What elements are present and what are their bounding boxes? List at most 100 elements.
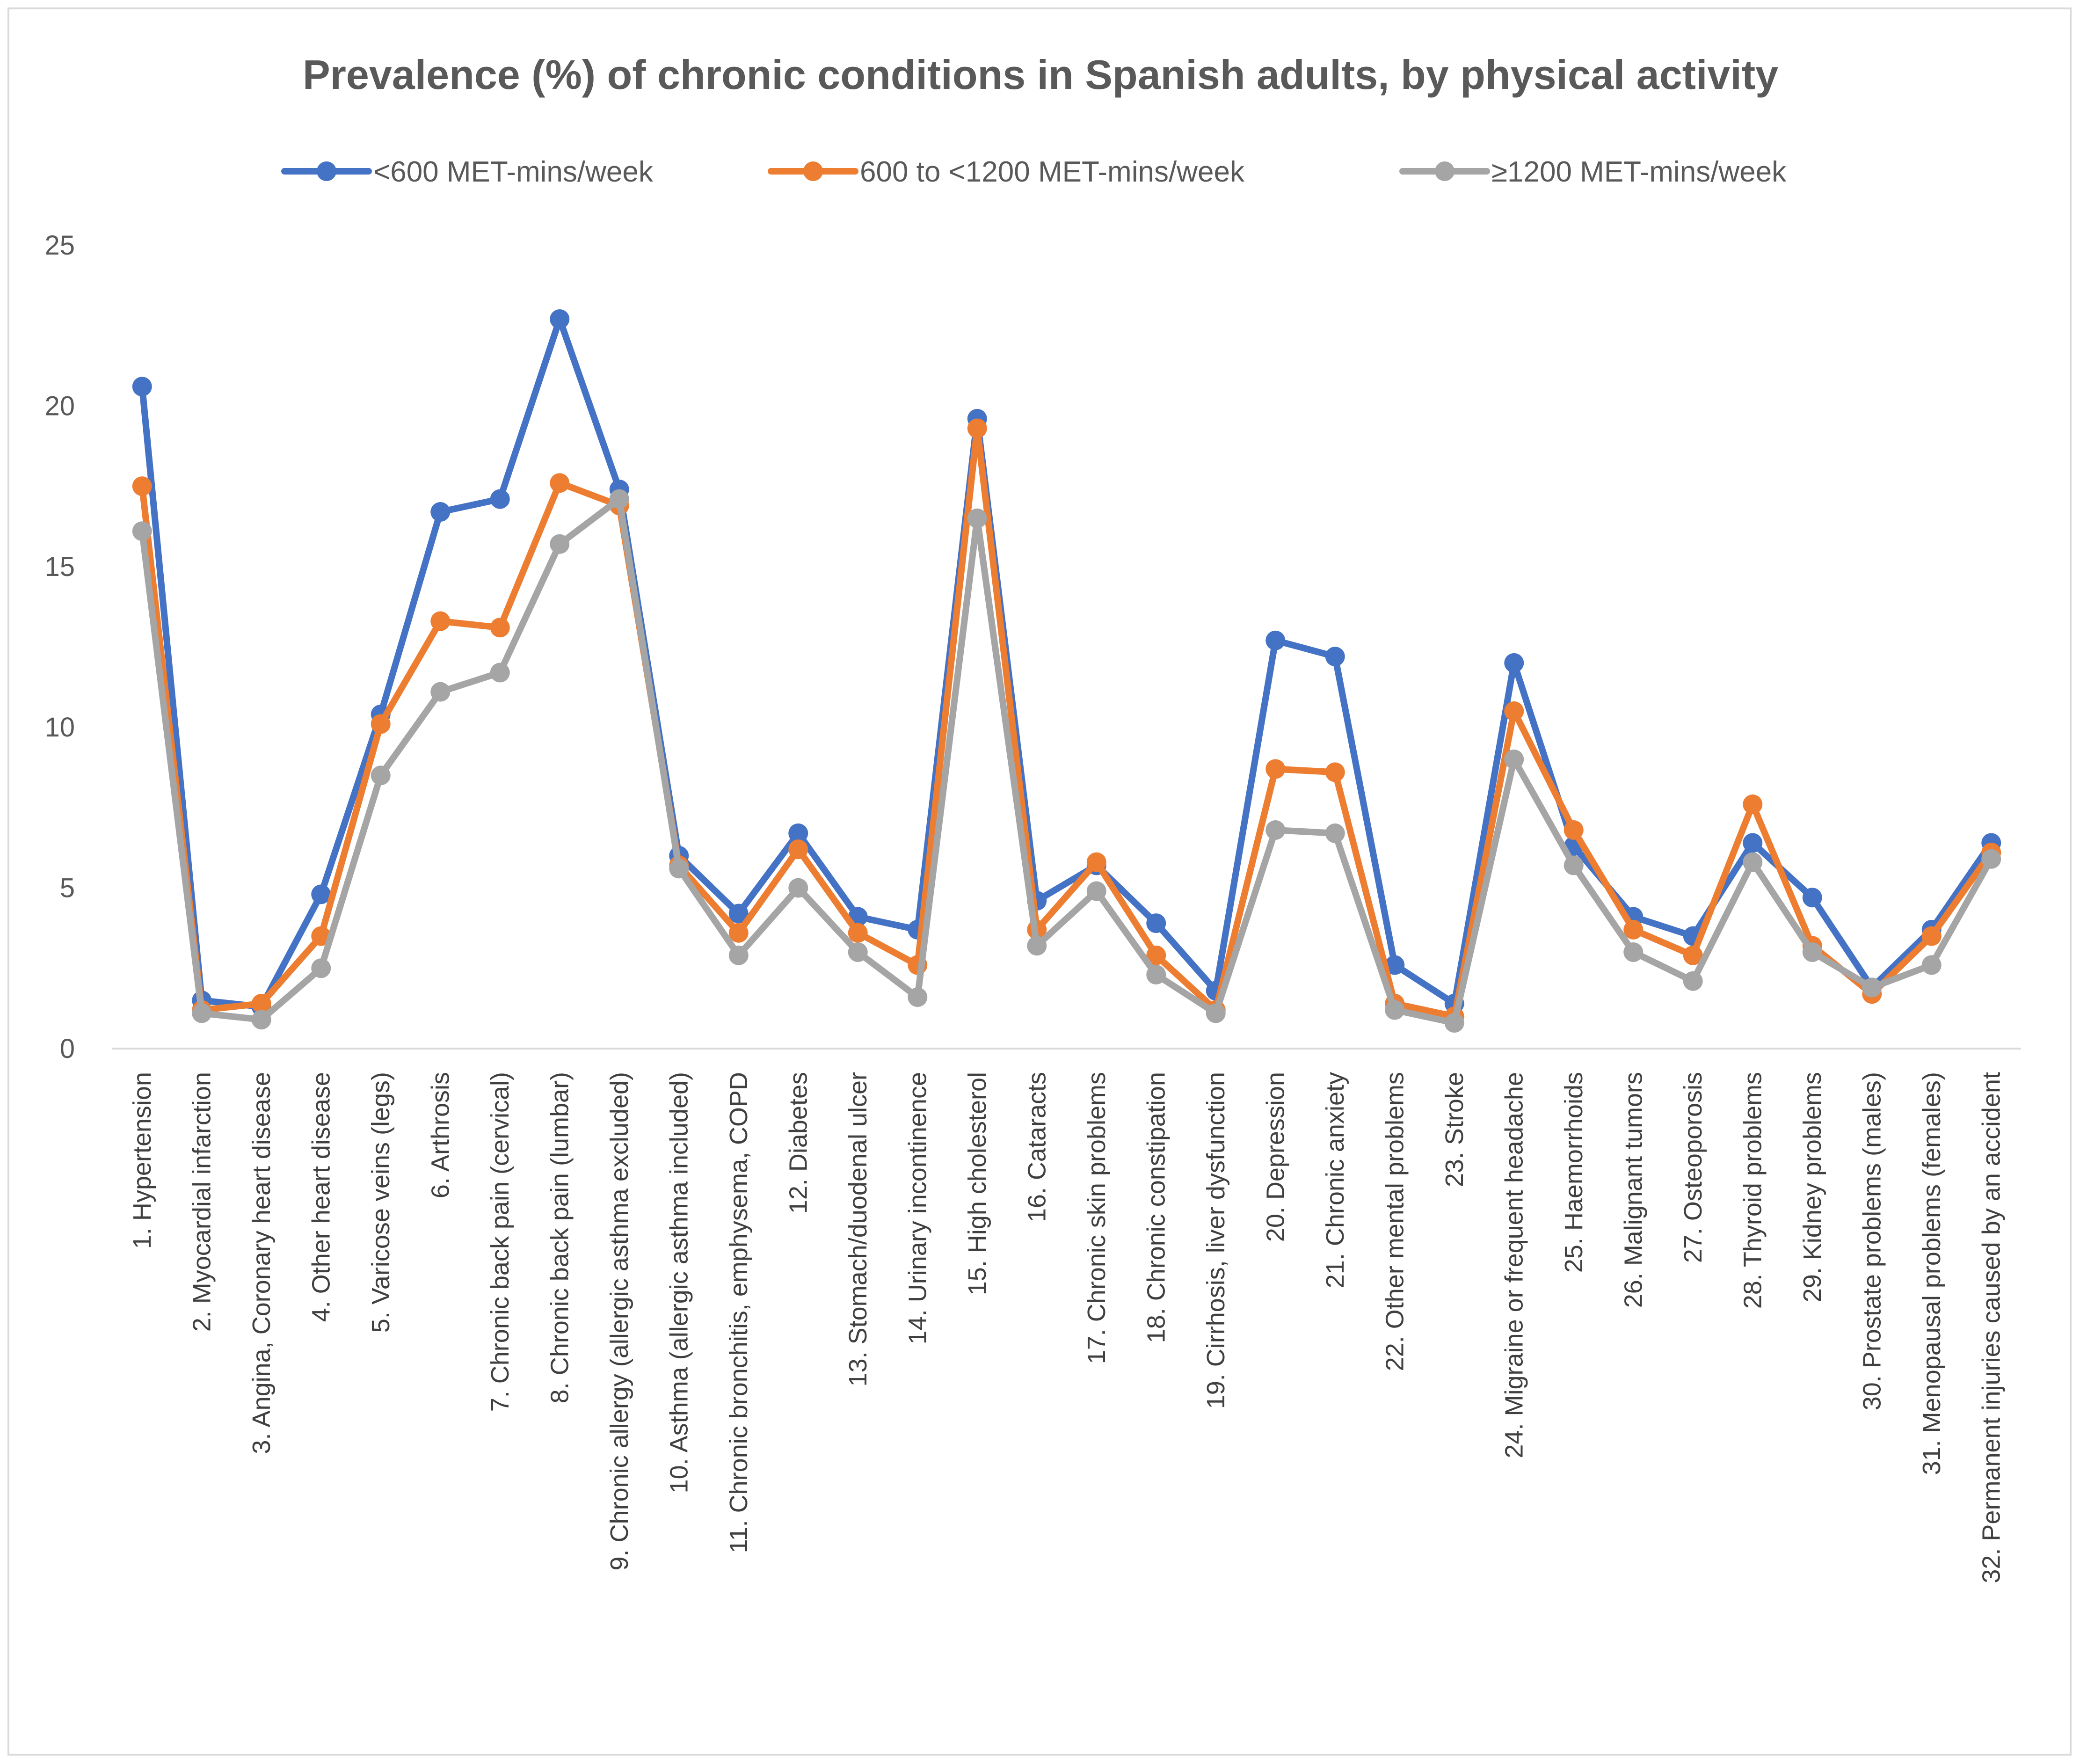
- chart-legend: <600 MET-mins/week 600 to <1200 MET-mins/…: [281, 156, 1787, 188]
- data-point: [788, 823, 808, 843]
- x-category-label: 17. Chronic skin problems: [1083, 1072, 1111, 1364]
- data-point: [490, 618, 510, 638]
- x-category-label: 12. Diabetes: [784, 1072, 812, 1214]
- x-category-label: 28. Thyroid problems: [1738, 1072, 1767, 1309]
- data-point: [1504, 653, 1524, 673]
- data-point: [908, 987, 928, 1007]
- data-point: [967, 418, 987, 438]
- data-point: [848, 942, 868, 962]
- y-tick-label: 10: [44, 712, 75, 743]
- data-point: [550, 309, 570, 329]
- legend-item: 600 to <1200 MET-mins/week: [768, 156, 1245, 188]
- data-point: [1444, 1013, 1464, 1033]
- data-point: [132, 476, 152, 496]
- x-category-label: 4. Other heart disease: [307, 1072, 335, 1322]
- data-point: [609, 489, 629, 509]
- data-point: [550, 534, 570, 554]
- data-point: [728, 904, 749, 924]
- data-point: [788, 839, 808, 860]
- data-point: [1027, 936, 1047, 956]
- data-point: [1623, 942, 1644, 962]
- x-category-label: 16. Cataracts: [1023, 1072, 1051, 1222]
- data-point: [1504, 749, 1524, 769]
- data-point: [1325, 647, 1345, 667]
- legend-label: <600 MET-mins/week: [373, 156, 654, 188]
- data-point: [1325, 823, 1345, 843]
- data-point: [192, 1003, 212, 1023]
- chart-frame: Prevalence (%) of chronic conditions in …: [7, 7, 2072, 1756]
- x-category-label: 32. Permanent injuries caused by an acci…: [1977, 1072, 2005, 1583]
- legend-dot-marker: [317, 161, 336, 181]
- data-point: [251, 1010, 271, 1030]
- legend-label: 600 to <1200 MET-mins/week: [860, 156, 1245, 188]
- y-tick-label: 15: [44, 552, 75, 582]
- x-category-label: 6. Arthrosis: [426, 1072, 454, 1198]
- legend-item: ≥1200 MET-mins/week: [1399, 156, 1787, 188]
- data-point: [1802, 888, 1822, 908]
- data-point: [669, 859, 689, 879]
- series-line: [138, 425, 1995, 1020]
- data-point: [1623, 919, 1644, 940]
- data-point: [251, 993, 271, 1013]
- chart-svg: Prevalence (%) of chronic conditions in …: [44, 51, 2021, 1583]
- data-point: [728, 923, 749, 943]
- data-point: [1802, 942, 1822, 962]
- y-tick-label: 25: [44, 230, 75, 261]
- x-category-label: 9. Chronic allergy (allergic asthma excl…: [605, 1072, 633, 1570]
- legend-dot-marker: [1435, 161, 1455, 181]
- data-point: [490, 663, 510, 683]
- y-axis: 0 5 10 15 20 25: [44, 230, 75, 1064]
- x-category-label: 25. Haemorrhoids: [1560, 1072, 1588, 1273]
- x-category-label: 27. Osteoporosis: [1679, 1072, 1707, 1263]
- x-category-label: 23. Stroke: [1440, 1072, 1469, 1187]
- series-line: [138, 315, 1995, 1010]
- x-category-label: 30. Prostate problems (males): [1858, 1072, 1886, 1410]
- data-point: [1743, 833, 1763, 853]
- legend-dot-marker: [803, 161, 823, 181]
- x-category-label: 7. Chronic back pain (cervical): [486, 1072, 514, 1412]
- data-point: [371, 765, 391, 786]
- data-point: [132, 521, 152, 541]
- x-category-label: 20. Depression: [1261, 1072, 1289, 1242]
- x-category-label: 21. Chronic anxiety: [1321, 1072, 1349, 1288]
- y-tick-label: 20: [44, 391, 75, 421]
- y-tick-label: 0: [60, 1034, 75, 1064]
- x-category-label: 5. Varicose veins (legs): [367, 1072, 395, 1333]
- legend-item: <600 MET-mins/week: [281, 156, 654, 188]
- x-category-label: 26. Malignant tumors: [1619, 1072, 1647, 1308]
- data-point: [430, 611, 451, 631]
- data-point: [132, 377, 152, 397]
- x-category-label: 31. Menopausal problems (females): [1918, 1072, 1946, 1475]
- x-category-label: 22. Other mental problems: [1381, 1072, 1409, 1371]
- data-point: [788, 878, 808, 898]
- data-point: [1921, 926, 1942, 946]
- data-point: [1206, 1003, 1226, 1023]
- x-category-label: 29. Kidney problems: [1798, 1072, 1826, 1302]
- x-category-label: 11. Chronic bronchitis, emphysema, COPD: [725, 1072, 753, 1553]
- x-category-label: 15. High cholesterol: [963, 1072, 991, 1295]
- data-point: [1504, 701, 1524, 721]
- data-point: [1564, 820, 1584, 840]
- data-point: [1086, 881, 1106, 901]
- data-point: [1743, 795, 1763, 815]
- data-point: [728, 945, 749, 965]
- data-point: [967, 508, 987, 528]
- data-point: [1146, 945, 1166, 965]
- data-point: [1385, 955, 1405, 975]
- data-point: [1265, 759, 1286, 779]
- data-point: [1146, 913, 1166, 933]
- data-point: [1683, 971, 1703, 991]
- data-point: [1265, 630, 1286, 650]
- x-category-label: 13. Stomach/duodenal ulcer: [844, 1072, 872, 1386]
- y-tick-label: 5: [60, 873, 75, 904]
- legend-label: ≥1200 MET-mins/week: [1491, 156, 1787, 188]
- x-category-label: 19. Cirrhosis, liver dysfunction: [1202, 1072, 1230, 1409]
- x-category-label: 1. Hypertension: [128, 1072, 156, 1249]
- data-point: [1921, 955, 1942, 975]
- data-point: [1265, 820, 1286, 840]
- x-category-label: 24. Migraine or frequent headache: [1500, 1072, 1528, 1458]
- x-category-label: 10. Asthma (allergic asthma included): [665, 1072, 693, 1493]
- data-point: [1086, 852, 1106, 872]
- series-group: [132, 489, 2001, 1033]
- data-point: [1146, 965, 1166, 985]
